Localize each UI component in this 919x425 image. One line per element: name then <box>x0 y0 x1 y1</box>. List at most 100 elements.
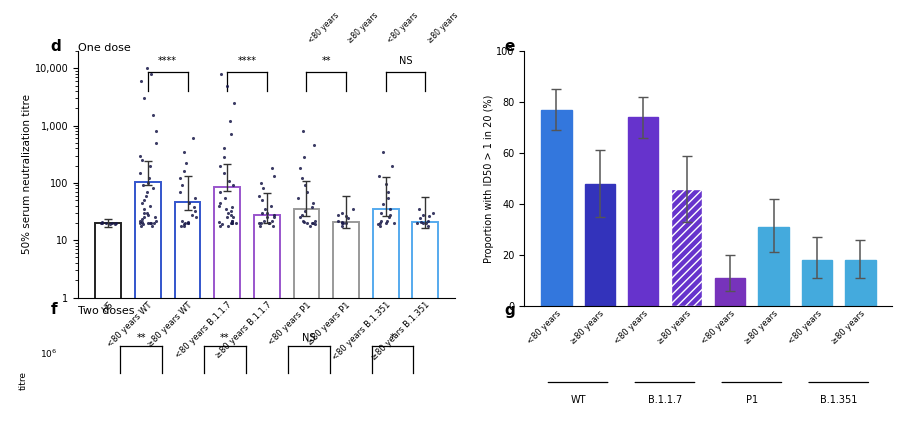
Point <box>146 112 161 119</box>
Text: g: g <box>504 303 515 317</box>
Point <box>384 162 399 169</box>
Point <box>296 217 311 224</box>
Text: **: ** <box>321 56 331 66</box>
Point <box>254 179 268 186</box>
Y-axis label: Proportion with ID50 > 1 in 20 (%): Proportion with ID50 > 1 in 20 (%) <box>483 94 493 263</box>
Text: Two doses: Two doses <box>78 306 134 317</box>
Point <box>219 206 233 212</box>
Point <box>257 206 272 212</box>
Point <box>149 128 164 135</box>
Point <box>370 221 385 228</box>
Point <box>178 160 193 167</box>
Point <box>292 165 307 172</box>
Point <box>145 185 160 192</box>
Point <box>133 78 148 85</box>
Point <box>211 218 226 225</box>
Text: e: e <box>504 39 514 54</box>
Point <box>298 182 312 189</box>
Point <box>137 197 152 204</box>
Point <box>217 170 232 176</box>
Point <box>259 214 274 221</box>
Point <box>220 214 234 221</box>
Point <box>174 222 188 229</box>
Point <box>296 128 311 135</box>
Point <box>185 211 199 218</box>
Bar <box>628 117 658 306</box>
Point <box>225 220 240 227</box>
Bar <box>372 209 398 425</box>
Point <box>335 220 349 227</box>
Point <box>142 202 157 209</box>
Point <box>139 210 153 216</box>
Point <box>173 188 187 195</box>
Bar <box>714 278 744 306</box>
Point <box>265 217 279 224</box>
Point <box>304 220 319 227</box>
Point <box>224 217 239 224</box>
Point <box>267 211 281 218</box>
Point <box>132 220 147 227</box>
Point <box>221 222 235 229</box>
Point <box>146 220 161 227</box>
Point <box>224 204 239 210</box>
Point <box>306 220 321 227</box>
Point <box>255 197 269 204</box>
Point <box>95 220 109 227</box>
Point <box>413 218 427 225</box>
Point <box>251 220 266 227</box>
Point <box>141 211 155 218</box>
Point <box>296 154 311 161</box>
Text: ****: **** <box>158 56 177 66</box>
Text: P1: P1 <box>745 395 757 405</box>
Point <box>143 71 158 77</box>
Point <box>305 199 320 206</box>
Point <box>142 162 157 169</box>
Text: WT: WT <box>570 395 585 405</box>
Point <box>226 182 241 189</box>
Point <box>140 188 154 195</box>
Point <box>223 211 238 218</box>
Point <box>93 220 108 227</box>
Point <box>380 217 394 224</box>
Point <box>334 220 348 227</box>
Point <box>299 220 313 227</box>
Point <box>108 221 122 228</box>
Point <box>304 204 319 210</box>
Point <box>175 182 189 189</box>
Point <box>222 118 237 125</box>
Bar <box>96 223 121 425</box>
Point <box>182 199 197 206</box>
Point <box>307 217 322 224</box>
Text: f: f <box>51 303 57 317</box>
Point <box>148 139 163 146</box>
Point <box>224 217 239 224</box>
Point <box>379 181 393 187</box>
Point <box>307 221 322 228</box>
Point <box>105 220 119 227</box>
Point <box>137 214 152 221</box>
Point <box>267 173 281 180</box>
Point <box>418 220 433 227</box>
Point <box>372 220 387 227</box>
Point <box>176 221 191 228</box>
Point <box>335 218 349 225</box>
Point <box>141 220 155 227</box>
Point <box>381 214 396 221</box>
Point <box>212 162 227 169</box>
Point <box>420 217 435 224</box>
Point <box>421 222 436 229</box>
Point <box>415 211 430 218</box>
Point <box>149 217 164 224</box>
Text: <80 years: <80 years <box>306 11 340 45</box>
Bar <box>801 260 832 306</box>
Point <box>140 65 154 72</box>
Point <box>144 222 159 229</box>
Point <box>181 220 196 227</box>
Bar <box>845 260 875 306</box>
Point <box>176 148 190 155</box>
Point <box>135 182 150 189</box>
Point <box>142 220 157 227</box>
Point <box>252 192 267 199</box>
Point <box>298 208 312 215</box>
Point <box>340 215 355 222</box>
